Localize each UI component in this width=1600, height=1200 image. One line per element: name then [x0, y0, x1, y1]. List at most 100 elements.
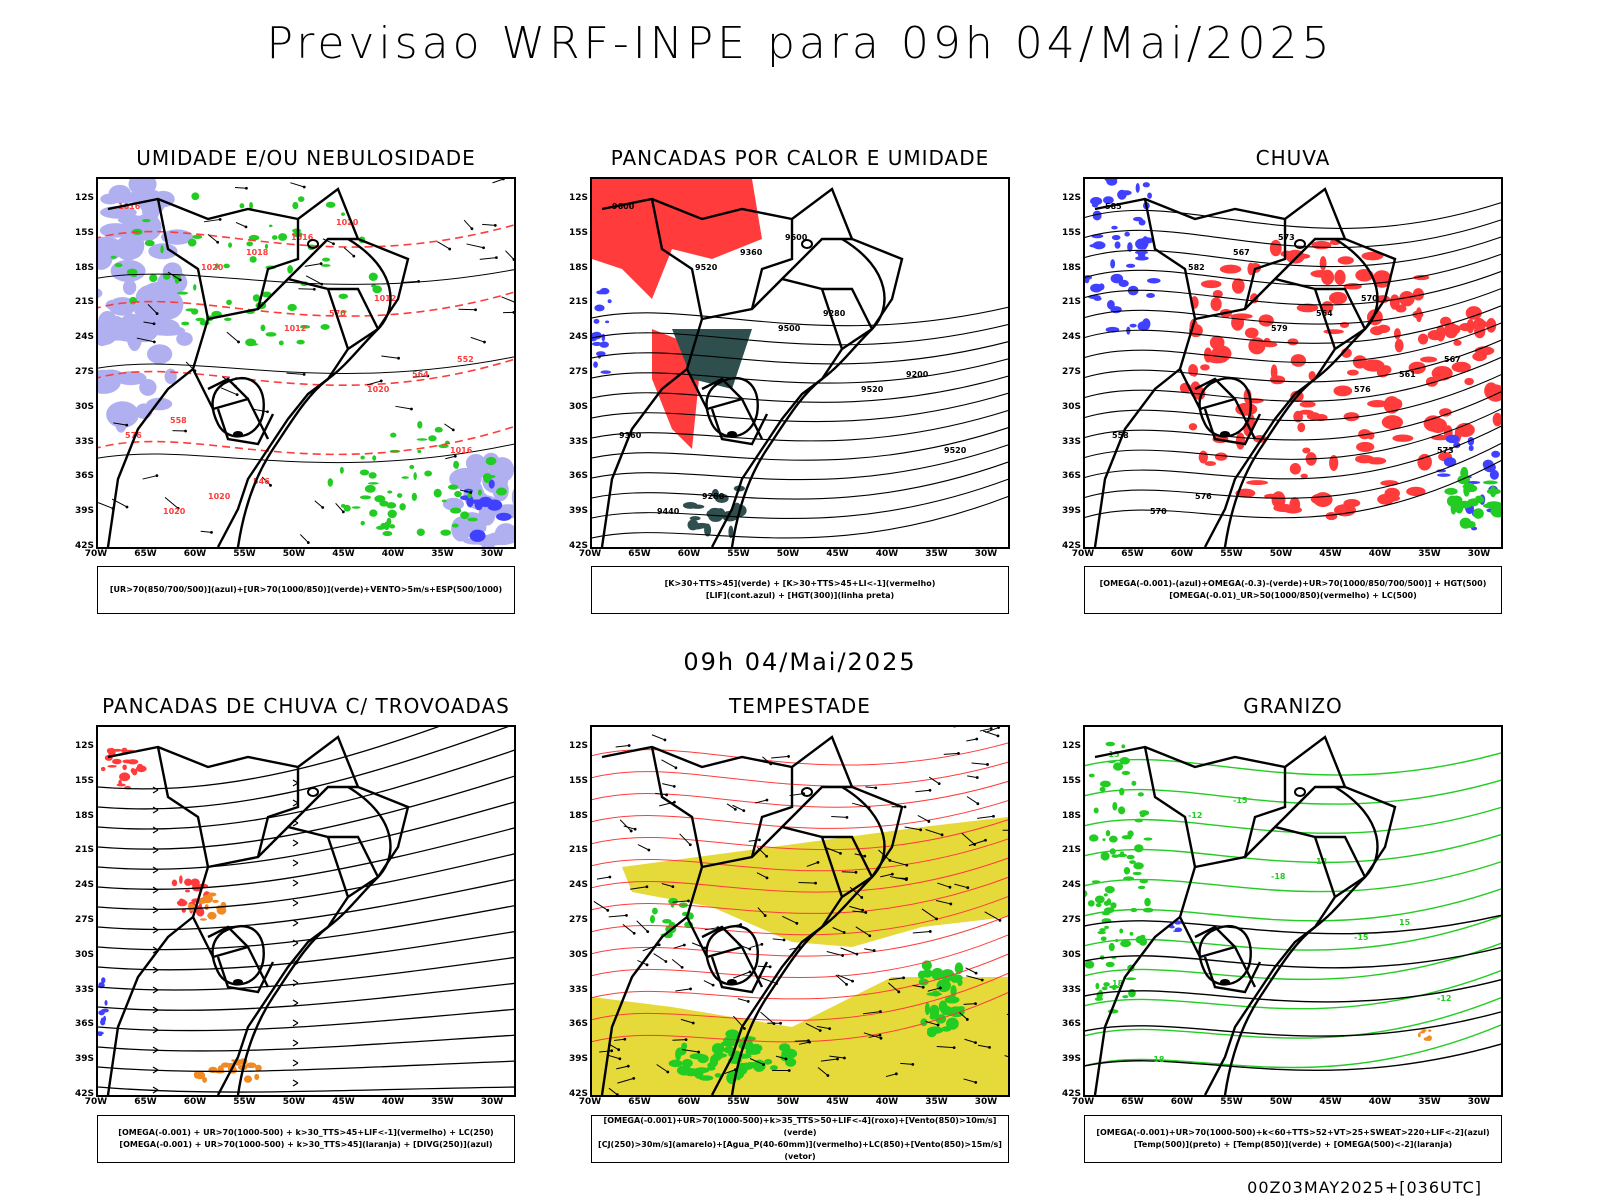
lat-tick-label: 33S [568, 984, 588, 995]
main-title: Previsao WRF-INPE para 09h 04/Mai/2025 [266, 18, 1334, 69]
shade-patch [1445, 434, 1460, 444]
shade-patch [1231, 278, 1245, 294]
shade-patch [1428, 418, 1448, 434]
wind-vector [984, 911, 1001, 921]
shade-patch [376, 525, 386, 530]
shade-patch [1105, 741, 1116, 747]
shade-patch [1105, 961, 1115, 968]
wind-vector [966, 738, 977, 742]
shade-patch [485, 456, 497, 466]
wind-vector-head [841, 954, 845, 957]
wind-vector [630, 886, 647, 890]
streamline [98, 930, 514, 971]
shade-patch [428, 435, 437, 442]
wind-vector [704, 927, 719, 931]
lat-tick-label: 21S [74, 845, 94, 856]
shade-patch [1417, 333, 1429, 345]
contour-label: 570 [329, 309, 346, 318]
shade-patch [1377, 493, 1395, 505]
shade-patch [212, 899, 219, 903]
shade-patch [706, 510, 713, 518]
shade-patch [1464, 377, 1474, 386]
shade-patch [687, 519, 699, 531]
shade-patch [220, 901, 227, 910]
wind-vector [463, 219, 473, 230]
wind-vector-head [814, 881, 817, 885]
shade-patch [1491, 450, 1501, 458]
shade-patch [338, 293, 349, 299]
panel-title-granizo: GRANIZO [1243, 694, 1343, 718]
shade-patch [399, 503, 406, 511]
contour-label: 576 [125, 431, 142, 440]
shade-patch [1088, 834, 1099, 842]
shade-patch [698, 1075, 714, 1081]
shade-patch [278, 233, 288, 241]
shade-patch [351, 506, 361, 509]
shade-patch [1451, 324, 1461, 334]
wind-vector-head [879, 1010, 882, 1013]
wind-vector-head [663, 738, 667, 742]
shade-patch [223, 263, 230, 269]
wind-vector [226, 331, 239, 343]
lon-tick-label: 35W [431, 1097, 454, 1107]
streamline-arrow [292, 1039, 299, 1047]
streamline-arrow [152, 846, 159, 854]
wind-vector [885, 1073, 897, 1078]
lat-tick-label: 21S [1061, 845, 1081, 856]
wind-vector [608, 1087, 618, 1095]
wind-vector-head [615, 1093, 619, 1095]
wind-vector [771, 755, 789, 759]
wind-vector [829, 1055, 845, 1059]
wind-vector-head [379, 379, 383, 383]
shade-patch [468, 466, 489, 478]
shade-patch [1112, 762, 1124, 771]
shade-patch [1302, 447, 1311, 454]
streamline-arrow [152, 786, 159, 794]
shade-patch [177, 291, 189, 295]
shade-patch [649, 915, 655, 924]
wind-vector-head [210, 530, 213, 534]
shade-patch [737, 1062, 754, 1071]
streamline [98, 1060, 514, 1073]
contour-line [1085, 996, 1501, 1039]
wind-vector-head [854, 870, 858, 874]
wind-vector [912, 930, 931, 934]
shade-patch [1144, 897, 1151, 907]
wind-vector-head [629, 829, 633, 833]
contour-label: -15 [1233, 796, 1248, 805]
shade-patch [1219, 264, 1242, 274]
wind-vector-head [237, 340, 240, 344]
contour-line [1085, 1043, 1501, 1071]
shade-patch [1468, 445, 1474, 452]
shade-patch [668, 932, 673, 937]
wind-vector-head [321, 506, 325, 509]
shade-patch [1246, 480, 1269, 486]
lon-tick-label: 60W [1170, 549, 1194, 559]
wind-vector-head [818, 1029, 822, 1032]
shade-patch [106, 748, 112, 754]
lifted-index-contours [592, 287, 612, 374]
shade-patch [179, 898, 184, 903]
shade-patch [1118, 806, 1126, 815]
divergence-blue [98, 977, 109, 1037]
wind-vector-head [312, 287, 316, 291]
shade-patch [364, 484, 376, 493]
shade-patch [1483, 480, 1498, 485]
shade-patch [1258, 314, 1274, 327]
shade-patch [1100, 936, 1107, 942]
shade-patch [1120, 940, 1132, 948]
wind-vector-head [779, 1021, 782, 1025]
shade-patch [396, 493, 403, 498]
lat-tick-label: 39S [568, 1054, 588, 1065]
wind-vector-head [155, 474, 159, 478]
shade-patch [1104, 179, 1118, 183]
border-line [705, 376, 759, 438]
wind-vector [888, 982, 900, 993]
shade-patch [1137, 250, 1146, 259]
lat-tick-label: 15S [1061, 227, 1081, 238]
shade-patch [1394, 338, 1404, 353]
streamline-arrow [152, 1086, 159, 1094]
contour-label: 567 [1444, 355, 1461, 364]
contour-line [1085, 442, 1501, 499]
